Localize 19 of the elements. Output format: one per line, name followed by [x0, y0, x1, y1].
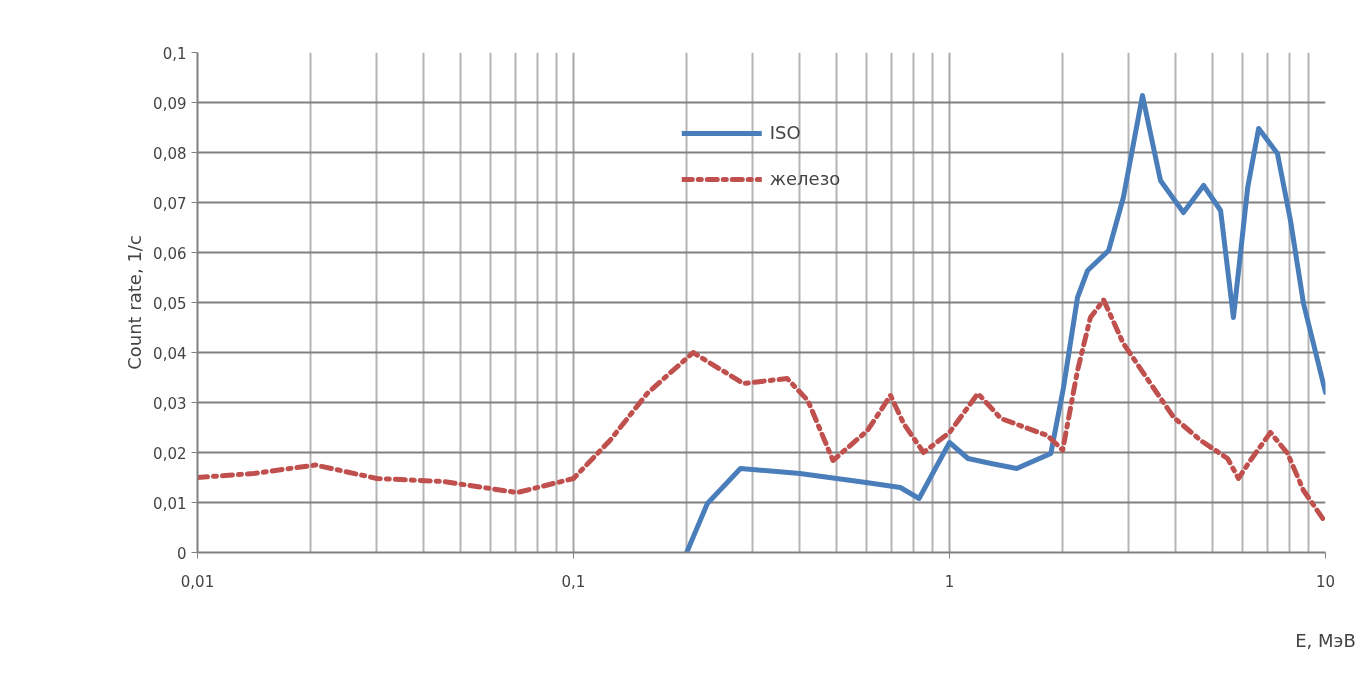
x-tick-label: 1 — [944, 572, 955, 591]
y-tick-label: 0,05 — [153, 294, 187, 313]
y-tick-label: 0 — [176, 544, 187, 563]
x-tick-label: 0,01 — [180, 572, 215, 591]
x-tick-label: 10 — [1315, 572, 1336, 591]
x-axis-title: E, МэВ — [1295, 629, 1356, 651]
y-tick-label: 0,1 — [162, 44, 187, 63]
y-tick-label: 0,07 — [153, 194, 187, 213]
y-tick-label: 0,01 — [153, 494, 187, 513]
y-tick-label: 0,04 — [153, 344, 187, 363]
y-tick-label: 0,02 — [153, 444, 187, 463]
legend-label: ISO — [769, 122, 801, 143]
y-tick-label: 0,08 — [153, 144, 187, 163]
y-tick-label: 0,06 — [153, 244, 187, 263]
legend-label: железо — [769, 168, 841, 189]
y-axis-title: Count rate, 1/с — [124, 235, 146, 370]
x-tick-label: 0,1 — [561, 572, 586, 591]
y-tick-label: 0,03 — [153, 394, 187, 413]
y-tick-label: 0,09 — [153, 94, 187, 113]
